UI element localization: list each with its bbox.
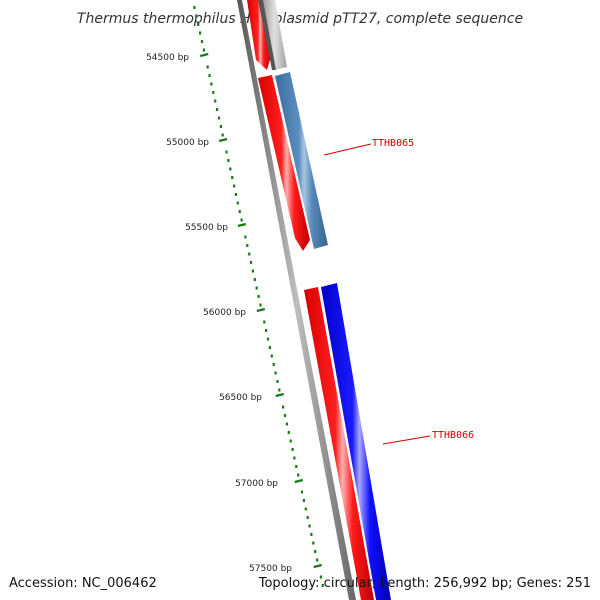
ruler-dot — [276, 380, 279, 383]
ruler-label-56500: 56500 bp — [219, 393, 262, 403]
gene-leader-line-tthb065 — [323, 143, 372, 156]
gene-label-tthb065[interactable]: TTHB065 — [372, 138, 414, 149]
reverse-gene-gray[interactable] — [262, 0, 287, 70]
ruler-dot — [285, 422, 288, 426]
ruler-dot — [297, 473, 300, 477]
accession-text: Accession: NC_006462 — [9, 576, 157, 591]
ruler-dot — [225, 150, 228, 154]
reverse-gene-tthb066[interactable] — [321, 283, 391, 600]
ruler-dot — [212, 91, 215, 94]
ruler-dot — [259, 303, 262, 307]
ruler-dot — [308, 524, 311, 528]
ruler-dot — [236, 201, 239, 205]
ruler-dot — [214, 99, 217, 103]
ruler-label-54500: 54500 bp — [146, 53, 189, 63]
ruler-major-tick — [294, 478, 304, 484]
ruler-dot — [234, 193, 237, 196]
ruler-dot — [206, 65, 209, 69]
ruler-dot — [306, 516, 309, 519]
gene-label-tthb065-group: TTHB065 — [323, 138, 414, 156]
forward-gene-tthb066[interactable] — [304, 287, 374, 600]
ruler-dot — [293, 456, 296, 460]
ruler-major-tick — [218, 137, 228, 143]
ruler-label-55000: 55000 bp — [166, 138, 209, 148]
ruler-dot — [289, 439, 292, 443]
ruler-major-tick — [237, 222, 247, 228]
sequence-summary-text: Topology: circular; Length: 256,992 bp; … — [258, 576, 591, 591]
ruler-dot — [253, 278, 256, 281]
ruler-major-tick — [256, 307, 266, 313]
ruler-dot — [321, 584, 324, 587]
ruler-labels: 54500 bp 55000 bp 55500 bp 56000 bp 5650… — [146, 53, 292, 574]
ruler-dot — [268, 346, 271, 349]
ruler-dot — [233, 184, 236, 188]
ruler-dot — [231, 176, 234, 179]
ruler-dot — [197, 23, 200, 26]
ruler-dot — [210, 82, 213, 86]
ruler-dot — [227, 159, 230, 162]
ruler-dot — [246, 244, 249, 247]
ruler-dot — [278, 388, 281, 392]
ruler-dot — [316, 558, 319, 562]
reverse-gene-tthb065[interactable] — [275, 72, 328, 249]
ruler-dot — [291, 448, 294, 451]
ruler-dot — [193, 6, 196, 9]
ruler-dot — [208, 74, 211, 77]
ruler-dot — [255, 286, 258, 290]
ruler-dot — [300, 490, 304, 494]
ruler-dot — [314, 550, 317, 553]
sequence-backbone — [237, 0, 356, 600]
ruler-dot — [319, 575, 322, 579]
ruler-dot — [304, 507, 307, 511]
ruler-dot — [240, 218, 243, 222]
gene-label-tthb066[interactable]: TTHB066 — [432, 430, 474, 441]
ruler-dot — [270, 354, 273, 358]
ruler-label-55500: 55500 bp — [185, 223, 228, 233]
ruler-dot — [216, 108, 219, 111]
ruler-dot — [263, 320, 266, 324]
ruler-dot — [274, 371, 277, 375]
ruler-dot — [282, 405, 285, 409]
reverse-strand-features — [258, 0, 391, 600]
ruler-ticks — [199, 52, 322, 569]
ruler-dot — [248, 252, 251, 256]
ruler-dot — [257, 295, 260, 298]
reverse-gene-gray-cap[interactable] — [258, 0, 276, 70]
ruler-major-tick — [313, 563, 322, 569]
ruler-dot — [272, 363, 275, 366]
ruler-dot — [219, 125, 222, 128]
ruler-label-57500: 57500 bp — [249, 564, 292, 574]
ruler-dot — [217, 116, 221, 120]
forward-strand-features — [247, 0, 374, 600]
ruler-dot — [199, 31, 202, 35]
ruler-dot — [202, 48, 205, 52]
ruler-dot — [238, 210, 241, 213]
ruler-major-tick — [199, 52, 209, 58]
ruler-dot — [221, 133, 224, 137]
forward-gene-arrow-tthb065[interactable] — [258, 75, 310, 251]
forward-gene-arrow-top[interactable] — [247, 0, 271, 70]
ruler-label-57000: 57000 bp — [235, 479, 278, 489]
map-title: Thermus thermophilus HB8 plasmid pTT27, … — [77, 11, 523, 27]
ruler-dot — [312, 541, 315, 545]
ruler-dot — [266, 337, 270, 341]
ruler-dot — [287, 431, 290, 434]
ruler-dot — [302, 499, 305, 502]
ruler-label-56000: 56000 bp — [203, 308, 246, 318]
ruler-dot — [283, 414, 287, 417]
ruler-dot — [200, 40, 204, 43]
ruler-dot — [195, 14, 198, 18]
gene-label-tthb066-group: TTHB066 — [382, 430, 474, 445]
ruler-dot — [229, 167, 232, 171]
ruler-dot — [310, 533, 313, 536]
ruler-dot — [249, 261, 253, 264]
ruler-dot — [295, 465, 298, 468]
ruler-dots — [193, 6, 324, 587]
ruler-dot — [265, 329, 268, 332]
ruler-dot — [251, 269, 254, 273]
ruler-dot — [244, 235, 247, 239]
gene-leader-line-tthb066 — [382, 435, 431, 445]
ruler-major-tick — [275, 392, 284, 398]
